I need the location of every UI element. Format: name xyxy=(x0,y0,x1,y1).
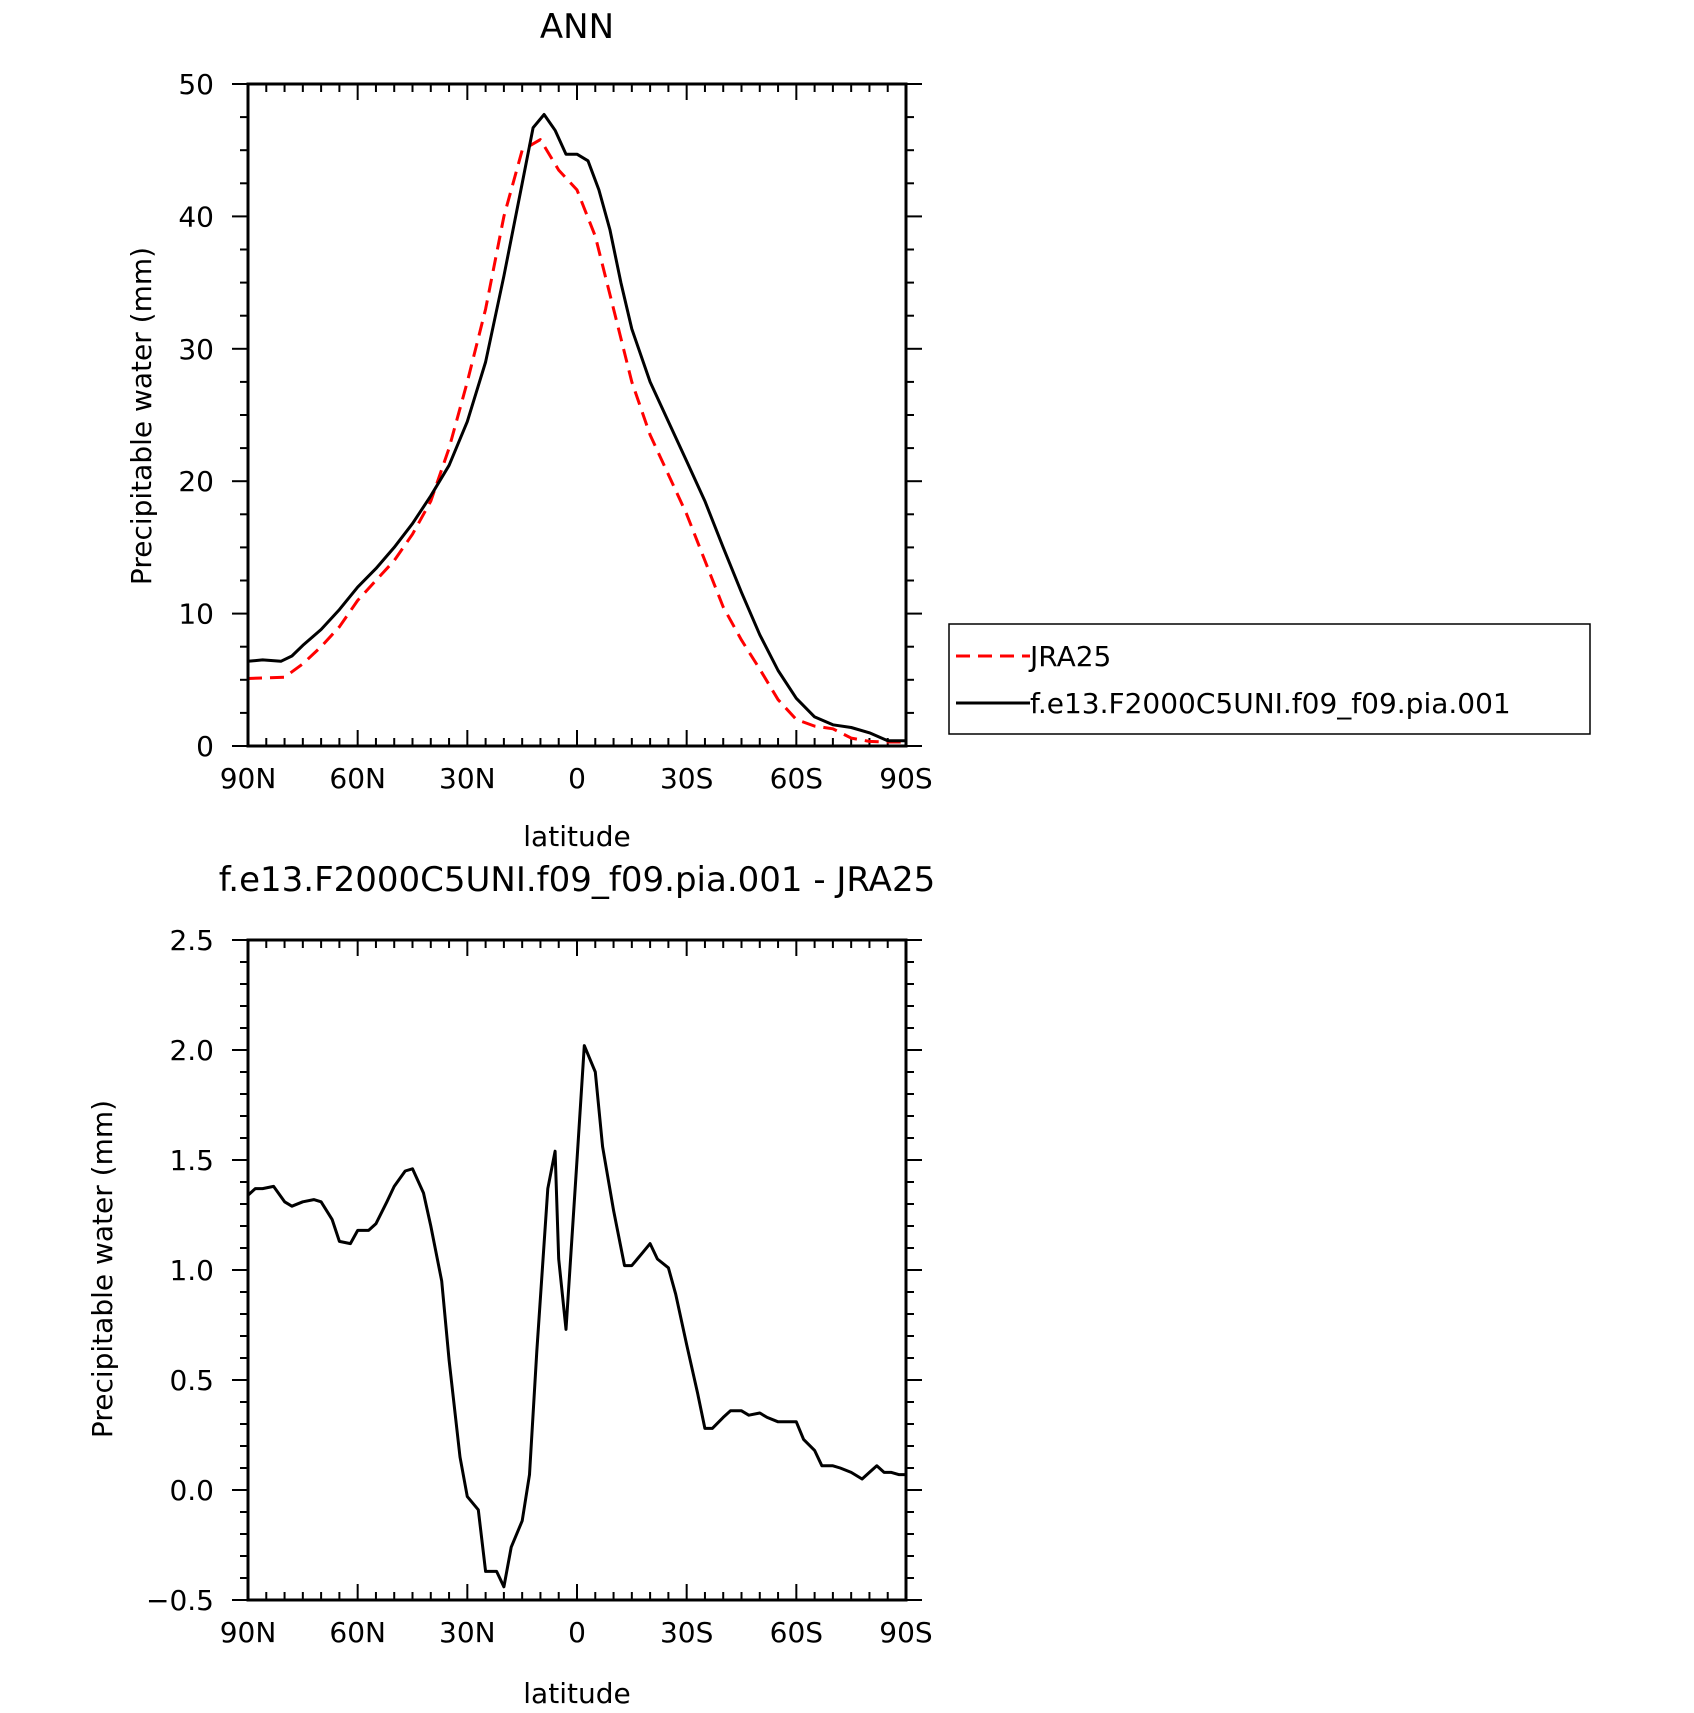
top-x-tick-label: 30S xyxy=(660,762,713,795)
panel-bottom: f.e13.F2000C5UNI.f09_f09.pia.001 - JRA25… xyxy=(86,860,935,1710)
top-series-line-0 xyxy=(247,138,906,744)
bottom-ticks xyxy=(232,939,922,1601)
top-x-axis-label: latitude xyxy=(523,820,630,853)
bottom-series xyxy=(246,1044,907,1589)
bottom-tick-labels: 90N 60N 30N 0 30S 60S 90S −0.5 0.0 0.5 1.0 1.5 2.0 2.… xyxy=(146,924,933,1649)
legend-box xyxy=(948,623,1591,735)
top-y-tick-label: 20 xyxy=(178,465,214,498)
top-y-tick-label: 30 xyxy=(178,333,214,366)
top-y-axis-label: Precipitable water (mm) xyxy=(125,247,158,585)
bottom-title: f.e13.F2000C5UNI.f09_f09.pia.001 - JRA25 xyxy=(219,860,935,900)
top-tick-labels: 90N 60N 30N 0 30S 60S 90S 0 10 20 30 40 50 xyxy=(178,68,932,795)
bottom-y-tick-label: 1.0 xyxy=(169,1254,214,1287)
legend-label-jra25: JRA25 xyxy=(1028,640,1111,673)
bottom-y-tick-label: 1.5 xyxy=(169,1144,214,1177)
top-x-tick-label: 30N xyxy=(439,762,496,795)
top-y-tick-label: 0 xyxy=(196,730,214,763)
legend-label-model: f.e13.F2000C5UNI.f09_f09.pia.001 xyxy=(1030,687,1511,720)
bottom-x-tick-label: 30S xyxy=(660,1616,713,1649)
bottom-plot-frame xyxy=(246,938,908,1602)
top-x-tick-label: 60S xyxy=(770,762,823,795)
bottom-x-tick-label: 30N xyxy=(439,1616,496,1649)
bottom-x-axis-label: latitude xyxy=(523,1677,630,1710)
top-y-tick-label: 40 xyxy=(178,200,214,233)
bottom-y-tick-label: 0.5 xyxy=(169,1364,214,1397)
top-series-line-1 xyxy=(247,113,906,743)
bottom-y-tick-label: 0.0 xyxy=(169,1474,214,1507)
bottom-y-tick-label: −0.5 xyxy=(146,1584,214,1617)
top-x-tick-label: 60N xyxy=(329,762,386,795)
bottom-y-tick-label: 2.0 xyxy=(169,1034,214,1067)
top-y-tick-label: 10 xyxy=(178,598,214,631)
top-ticks xyxy=(232,83,922,747)
top-series xyxy=(247,113,907,744)
bottom-x-tick-label: 0 xyxy=(568,1616,586,1649)
top-x-tick-label: 90N xyxy=(220,762,277,795)
bottom-y-axis-label: Precipitable water (mm) xyxy=(86,1100,119,1438)
top-y-tick-label: 50 xyxy=(178,68,214,101)
top-x-tick-label: 90S xyxy=(879,762,932,795)
bottom-x-tick-label: 60N xyxy=(329,1616,386,1649)
legend: JRA25 f.e13.F2000C5UNI.f09_f09.pia.001 xyxy=(948,623,1591,735)
top-x-tick-label: 0 xyxy=(568,762,586,795)
bottom-x-tick-label: 90S xyxy=(879,1616,932,1649)
panel-top: ANN Precipitable water (mm) latitude 90N… xyxy=(125,7,933,853)
top-title: ANN xyxy=(540,7,614,47)
bottom-x-tick-label: 90N xyxy=(220,1616,277,1649)
top-plot-frame xyxy=(246,82,908,748)
bottom-x-tick-label: 60S xyxy=(770,1616,823,1649)
bottom-series-line-0 xyxy=(246,1044,906,1589)
bottom-y-tick-label: 2.5 xyxy=(169,924,214,957)
